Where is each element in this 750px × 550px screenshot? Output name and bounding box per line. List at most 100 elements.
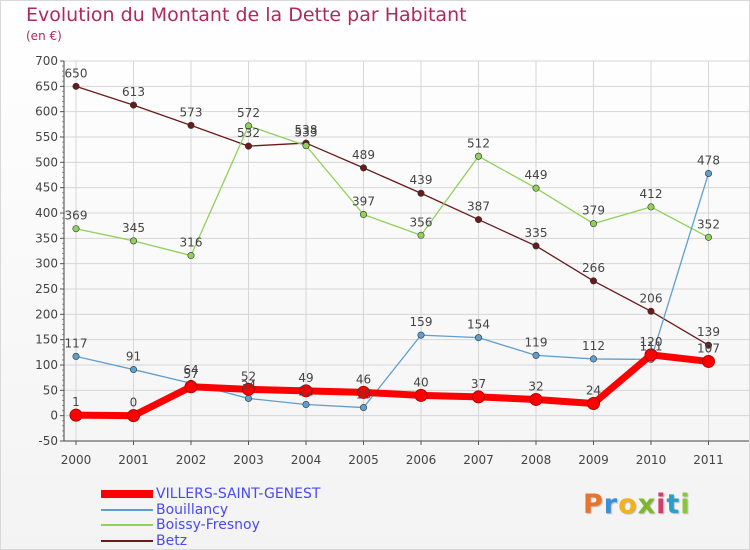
- x-tick-label: 2011: [693, 453, 724, 467]
- data-point-villers-saint-genest: [69, 408, 83, 422]
- data-label: 533: [295, 126, 318, 140]
- y-tick-label: 450: [35, 181, 58, 195]
- data-point-boissy-fresnoy: [647, 203, 655, 211]
- series-line-bouillancy: [75, 172, 710, 409]
- legend-label: Betz: [156, 532, 188, 549]
- data-label: 613: [122, 85, 145, 99]
- data-label: 412: [640, 187, 663, 201]
- data-label: 49: [298, 371, 313, 385]
- data-point-betz: [704, 341, 712, 349]
- data-label: 111: [640, 339, 663, 353]
- legend-label: Bouillancy: [156, 501, 229, 518]
- data-point-villers-saint-genest: [472, 390, 485, 404]
- y-tick-label: 650: [35, 79, 58, 93]
- legend-item: Bouillancy: [101, 502, 228, 518]
- data-point-villers-saint-genest: [357, 385, 370, 399]
- y-tick-label: 350: [35, 231, 58, 245]
- data-label: 0: [130, 396, 138, 410]
- series-line-villers-saint-genest: [72, 351, 712, 420]
- data-label: 1: [72, 395, 80, 409]
- data-point-bouillancy: [302, 401, 310, 409]
- legend-item: VILLERS-SAINT-GENEST: [101, 486, 320, 502]
- data-label: 40: [413, 375, 428, 389]
- data-point-boissy-fresnoy: [417, 231, 425, 239]
- data-label: 91: [126, 350, 141, 364]
- data-point-betz: [647, 307, 655, 315]
- legend-item: Betz: [101, 533, 187, 549]
- data-label: 478: [697, 153, 720, 167]
- data-label: 345: [122, 221, 145, 235]
- data-point-villers-saint-genest: [702, 354, 715, 368]
- x-tick-label: 2006: [406, 453, 437, 467]
- data-label: 52: [241, 369, 256, 383]
- x-tick-label: 2005: [348, 453, 379, 467]
- data-label: 46: [356, 372, 371, 386]
- data-label: 489: [352, 148, 375, 162]
- y-tick-label: 400: [35, 206, 58, 220]
- data-point-betz: [187, 121, 195, 129]
- data-point-villers-saint-genest: [127, 409, 140, 423]
- proxiti-logo: Proxiti: [583, 489, 691, 520]
- x-tick-label: 2000: [61, 453, 92, 467]
- data-label: 573: [180, 105, 203, 119]
- legend-swatch: [101, 508, 153, 511]
- y-tick-label: 550: [35, 130, 58, 144]
- data-point-betz: [359, 164, 367, 172]
- x-tick-label: 2003: [233, 453, 264, 467]
- data-label: 120: [640, 335, 663, 349]
- data-label: 22: [298, 385, 313, 399]
- data-label: 650: [65, 66, 88, 80]
- data-label: 37: [471, 377, 486, 391]
- data-label: 369: [65, 209, 88, 223]
- chart-unit-label: (en €): [26, 29, 62, 43]
- y-tick-label: 600: [35, 105, 58, 119]
- data-point-boissy-fresnoy: [187, 252, 195, 260]
- y-tick-label: 500: [35, 155, 58, 169]
- data-point-villers-saint-genest: [587, 397, 600, 411]
- data-point-villers-saint-genest: [644, 348, 658, 362]
- data-label: 439: [410, 173, 433, 187]
- data-point-boissy-fresnoy: [130, 237, 138, 245]
- data-point-betz: [72, 82, 80, 90]
- data-label: 397: [352, 195, 375, 209]
- data-label: 16: [356, 388, 371, 402]
- x-tick-label: 2001: [118, 453, 149, 467]
- series-line-betz: [75, 85, 710, 346]
- data-point-betz: [130, 101, 138, 109]
- legend-swatch: [101, 524, 153, 526]
- data-label: 335: [525, 226, 548, 240]
- legend-swatch: [101, 490, 153, 498]
- data-point-betz: [417, 189, 425, 197]
- x-tick-label: 2009: [578, 453, 609, 467]
- data-point-bouillancy: [359, 404, 367, 412]
- data-point-betz: [532, 242, 540, 250]
- y-tick-label: 150: [35, 333, 58, 347]
- data-point-bouillancy: [72, 352, 80, 360]
- data-point-betz: [589, 277, 597, 285]
- x-tick-label: 2004: [291, 453, 322, 467]
- x-tick-label: 2002: [176, 453, 207, 467]
- data-label: 64: [183, 363, 198, 377]
- data-point-bouillancy: [130, 366, 138, 374]
- data-point-bouillancy: [245, 394, 253, 402]
- data-label: 159: [410, 315, 433, 329]
- data-label: 538: [295, 123, 318, 137]
- x-tick-label: 2008: [521, 453, 552, 467]
- data-label: 154: [467, 318, 490, 332]
- y-tick-label: 250: [35, 282, 58, 296]
- data-label: 379: [582, 204, 605, 218]
- data-point-betz: [474, 216, 482, 224]
- y-tick-label: 300: [35, 257, 58, 271]
- data-label: 24: [586, 384, 601, 398]
- data-point-boissy-fresnoy: [245, 122, 253, 130]
- data-point-bouillancy: [474, 334, 482, 342]
- data-label: 266: [582, 261, 605, 275]
- data-point-villers-saint-genest: [184, 380, 198, 394]
- data-point-villers-saint-genest: [242, 382, 255, 396]
- y-tick-label: 700: [35, 54, 58, 68]
- data-label: 206: [640, 291, 663, 305]
- data-label: 117: [65, 336, 88, 350]
- data-label: 316: [180, 236, 203, 250]
- data-point-boissy-fresnoy: [72, 225, 80, 233]
